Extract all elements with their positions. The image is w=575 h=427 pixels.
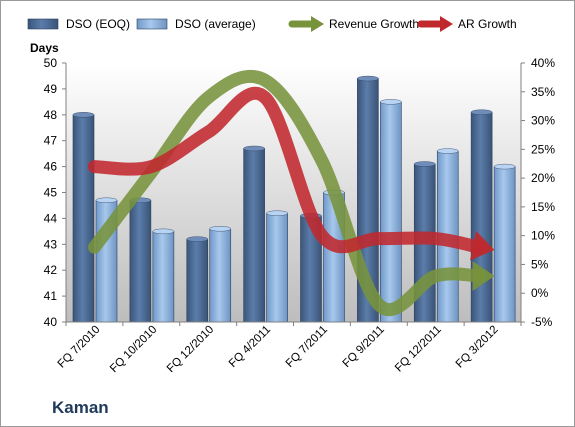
- left-tick-label: 48: [44, 108, 58, 122]
- left-tick-label: 42: [44, 263, 58, 277]
- right-tick-label: 10%: [531, 229, 555, 243]
- bar-cap: [209, 226, 231, 232]
- left-tick-label: 50: [44, 56, 58, 70]
- bar-dso-average: [266, 212, 288, 323]
- left-tick-label: 45: [44, 186, 58, 200]
- left-tick-label: 40: [44, 315, 58, 329]
- line-ar-growth: [87, 86, 486, 254]
- legend-label: Revenue Growth: [329, 17, 419, 31]
- left-tick-label: 49: [44, 82, 58, 96]
- x-tick-label: FQ 7/2010: [56, 324, 103, 371]
- right-tick-label: 35%: [531, 85, 555, 99]
- bar-dso-eoq: [243, 148, 265, 323]
- left-axis-label: Days: [30, 41, 59, 55]
- right-tick-label: 0%: [531, 286, 549, 300]
- bar-cap: [186, 236, 208, 242]
- x-tick-label: FQ 10/2010: [108, 324, 159, 375]
- x-tick-label: FQ 4/2011: [227, 324, 273, 370]
- left-tick-label: 43: [44, 237, 58, 251]
- bar-cap: [414, 161, 436, 167]
- right-tick-label: 30%: [531, 114, 555, 128]
- legend-label: DSO (EOQ): [66, 17, 130, 31]
- x-tick-label: FQ 12/2011: [393, 324, 444, 375]
- bar-dso-eoq: [470, 111, 493, 323]
- arrowhead-ar-growth: [469, 230, 495, 261]
- legend-swatch: [136, 18, 168, 30]
- bar-dso-average: [380, 101, 402, 323]
- bar-cap: [470, 109, 493, 115]
- bar-cap: [357, 75, 379, 82]
- bar-dso-eoq: [72, 114, 95, 323]
- right-tick-label: 20%: [531, 171, 555, 185]
- right-tick-label: -5%: [531, 315, 553, 329]
- left-tick-label: 46: [44, 160, 58, 174]
- bar-dso-average: [152, 231, 175, 323]
- bar-dso-eoq: [129, 199, 152, 323]
- right-tick-label: 15%: [531, 200, 555, 214]
- bar-cap: [266, 210, 288, 216]
- x-tick-label: FQ 3/2012: [454, 324, 501, 371]
- right-tick-label: 40%: [531, 56, 555, 70]
- bar-dso-average: [209, 228, 232, 323]
- bar-dso-average: [493, 166, 516, 323]
- legend-label: AR Growth: [458, 17, 517, 31]
- right-tick-label: 5%: [531, 257, 549, 271]
- legend-swatch: [27, 18, 59, 30]
- x-tick-label: FQ 12/2010: [165, 324, 216, 375]
- x-tick-label: FQ 7/2011: [284, 324, 330, 370]
- company-name: Kaman: [52, 398, 109, 417]
- legend-label: DSO (average): [175, 17, 256, 31]
- bar-cap: [437, 148, 459, 154]
- left-tick-label: 44: [44, 211, 58, 225]
- x-tick-label: FQ 9/2011: [341, 324, 387, 370]
- bar-cap: [243, 145, 265, 152]
- arrowhead-revenue-growth: [472, 260, 495, 291]
- bar-cap: [95, 197, 118, 203]
- bar-cap: [493, 163, 516, 170]
- bar-cap: [72, 112, 95, 118]
- left-tick-label: 41: [44, 289, 58, 303]
- bar-cap: [152, 228, 175, 235]
- left-tick-label: 47: [44, 134, 58, 148]
- legend-arrowhead: [311, 16, 324, 32]
- bar-cap: [380, 99, 402, 105]
- legend-arrowhead: [440, 16, 453, 32]
- bar-dso-eoq: [186, 238, 209, 323]
- right-tick-label: 25%: [531, 142, 555, 156]
